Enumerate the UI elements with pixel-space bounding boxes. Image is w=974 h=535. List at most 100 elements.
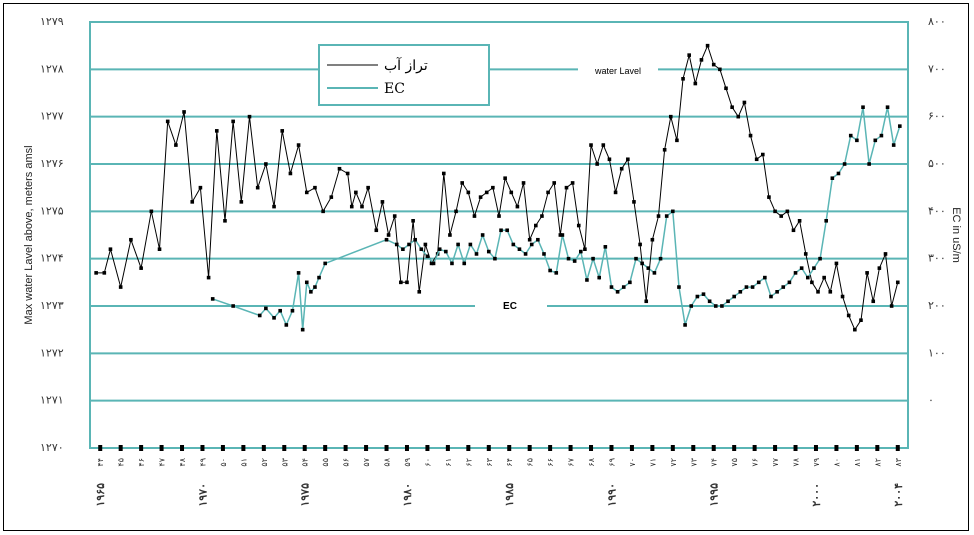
data-point [613,190,618,195]
data-point [323,261,327,266]
data-point [615,290,620,294]
data-point [861,105,865,109]
x-year-label: ۱۹۸۵ [504,483,516,507]
x-tick-mark [813,445,818,451]
data-point [713,304,718,308]
x-year-label: ۱۹۸۰ [402,483,414,507]
data-point [634,256,638,261]
x-tick-label: ۷۷ [771,457,780,466]
x-tick-label: ۶۵ [526,458,535,467]
data-point [468,242,473,247]
data-point [848,133,853,138]
data-point [650,237,655,242]
data-point [486,249,491,254]
data-point [505,228,509,233]
x-tick-label: ۴۹ [198,458,207,467]
data-point [748,133,753,138]
x-tick-mark [773,445,778,451]
data-point [384,237,389,242]
data-point [491,185,495,190]
x-tick-label: ۵۲ [260,458,269,467]
x-tick-label: ۶۰ [423,458,432,467]
data-point [231,304,235,308]
x-tick-mark [404,445,409,451]
data-point [129,237,133,242]
x-tick-label: ۵۳ [280,457,289,466]
data-point [474,252,479,256]
data-point [785,209,790,214]
x-tick-mark [650,445,655,451]
x-tick-label: ۵۱ [239,458,248,467]
data-point [609,285,614,289]
x-tick-label: ۷۳ [689,457,698,466]
data-point [255,185,260,190]
x-tick-label: ۶۳ [485,457,494,466]
data-point [157,247,162,251]
x-tick-mark [118,445,123,451]
data-point [542,252,546,256]
data-point [444,249,448,254]
data-point [726,299,730,304]
data-point [853,327,857,332]
data-point [411,219,415,223]
data-point [405,280,409,285]
data-point [885,105,890,109]
x-year-label: ۱۹۷۵ [300,483,312,507]
data-point [619,166,624,171]
data-point [705,43,710,48]
x-year-label: ۲۰۰۰ [811,483,823,507]
data-point [738,290,743,294]
x-tick-mark [691,445,696,451]
right-tick-label: ۵۰۰ [928,158,946,170]
x-tick-label: ۷۸ [792,457,801,466]
data-point [742,100,747,105]
data-point [836,171,841,176]
data-point [830,176,835,180]
data-point [536,237,540,242]
x-tick-label: ۶۶ [546,458,555,467]
data-point [349,204,354,209]
data-point [898,124,902,128]
data-point [871,299,876,304]
legend-label-ec: EC [384,81,405,97]
x-tick-label: ۸۲ [873,458,882,467]
data-point [401,247,405,251]
data-point [499,228,503,233]
water-level-annotation: water Lavel [594,66,641,76]
data-point [448,233,452,237]
data-point [576,223,581,228]
data-point [822,275,826,280]
left-tick-label: ۱۲۷۴ [40,253,64,265]
data-point [419,247,424,251]
data-point [803,252,808,256]
data-point [644,299,649,304]
data-point [529,242,534,247]
data-point [664,214,669,218]
data-point [632,200,636,204]
data-point [824,219,828,223]
data-point [628,280,632,285]
data-point [572,259,577,263]
data-point [534,223,538,228]
data-point [190,200,195,204]
data-point [304,190,309,195]
data-point [497,214,501,218]
data-point [781,285,786,289]
data-point [484,190,489,195]
data-point [118,285,123,289]
data-point [102,271,107,275]
data-point [558,233,563,237]
data-point [521,181,526,185]
data-point [407,242,411,247]
left-tick-label: ۱۲۷۵ [40,205,64,217]
data-point [564,185,569,190]
x-tick-label: ۵۰ [219,458,228,467]
legend-label-water-level: تراز آب [384,56,428,74]
data-point [288,171,293,176]
data-point [761,152,765,157]
data-point [693,81,698,86]
data-point [431,261,436,266]
data-point [773,209,777,214]
data-point [855,138,859,143]
data-point [812,266,816,270]
